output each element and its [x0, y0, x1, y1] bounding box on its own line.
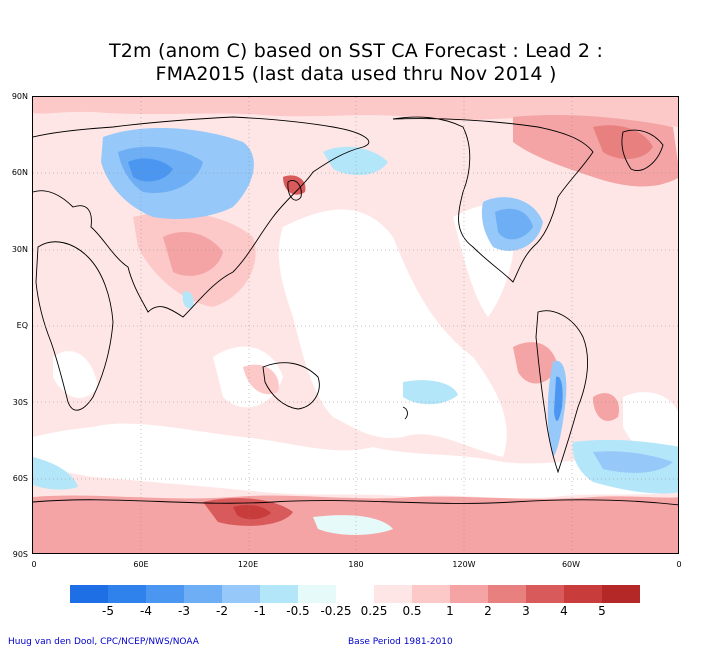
anomaly-map	[32, 96, 679, 554]
map-canvas	[33, 97, 678, 553]
legend-swatch-2	[146, 585, 184, 603]
legend-swatch-5	[260, 585, 298, 603]
legend-label: 2	[484, 604, 492, 618]
lon-label-120e: 120E	[237, 560, 259, 569]
lon-label-180: 180	[348, 560, 364, 569]
lon-label-60w: 60W	[561, 560, 581, 569]
lon-label-0-east: 0	[676, 560, 682, 569]
legend-label: -5	[102, 604, 114, 618]
lon-label-0: 0	[31, 560, 37, 569]
coastlines	[33, 116, 678, 506]
legend-swatch-14	[602, 585, 640, 603]
negative-anomaly-areas	[33, 127, 678, 535]
lat-label-30s: 30S	[12, 398, 28, 407]
lat-label-30n: 30N	[11, 245, 28, 254]
legend-label: 5	[598, 604, 606, 618]
legend-swatch-11	[488, 585, 526, 603]
legend-label: -3	[178, 604, 190, 618]
legend-label: -2	[216, 604, 228, 618]
lon-label-120w: 120W	[452, 560, 476, 569]
lat-label-60n: 60N	[11, 168, 28, 177]
legend-colorbar	[70, 585, 640, 603]
legend-swatch-1	[108, 585, 146, 603]
author-credit: Huug van den Dool, CPC/NCEP/NWS/NOAA	[8, 637, 199, 647]
legend-swatch-4	[222, 585, 260, 603]
legend-swatch-3	[184, 585, 222, 603]
legend-label: -0.5	[286, 604, 310, 618]
legend-swatch-13	[564, 585, 602, 603]
legend-swatch-7	[336, 585, 374, 603]
legend-label: -4	[140, 604, 152, 618]
legend-label: 3	[522, 604, 530, 618]
legend-swatch-12	[526, 585, 564, 603]
lat-label-90n: 90N	[11, 92, 28, 101]
lat-label-90s: 90S	[12, 550, 28, 559]
lat-label-60s: 60S	[12, 474, 28, 483]
legend-label: 0.5	[402, 604, 422, 618]
legend-label: 1	[446, 604, 454, 618]
legend-swatch-6	[298, 585, 336, 603]
map-title-line2: FMA2015 (last data used thru Nov 2014 )	[155, 63, 557, 85]
legend-label: 4	[560, 604, 568, 618]
graticule	[33, 97, 678, 553]
legend-swatch-0	[70, 585, 108, 603]
legend-label: -0.25	[320, 604, 352, 618]
map-title-line1: T2m (anom C) based on SST CA Forecast : …	[108, 40, 604, 62]
legend-swatch-8	[374, 585, 412, 603]
lat-label-eq: EQ	[16, 321, 28, 330]
legend-swatch-10	[450, 585, 488, 603]
base-period-note: Base Period 1981-2010	[348, 637, 453, 647]
lon-label-60e: 60E	[133, 560, 149, 569]
legend-swatch-9	[412, 585, 450, 603]
legend-label: -1	[254, 604, 266, 618]
legend-label: 0.25	[360, 604, 388, 618]
